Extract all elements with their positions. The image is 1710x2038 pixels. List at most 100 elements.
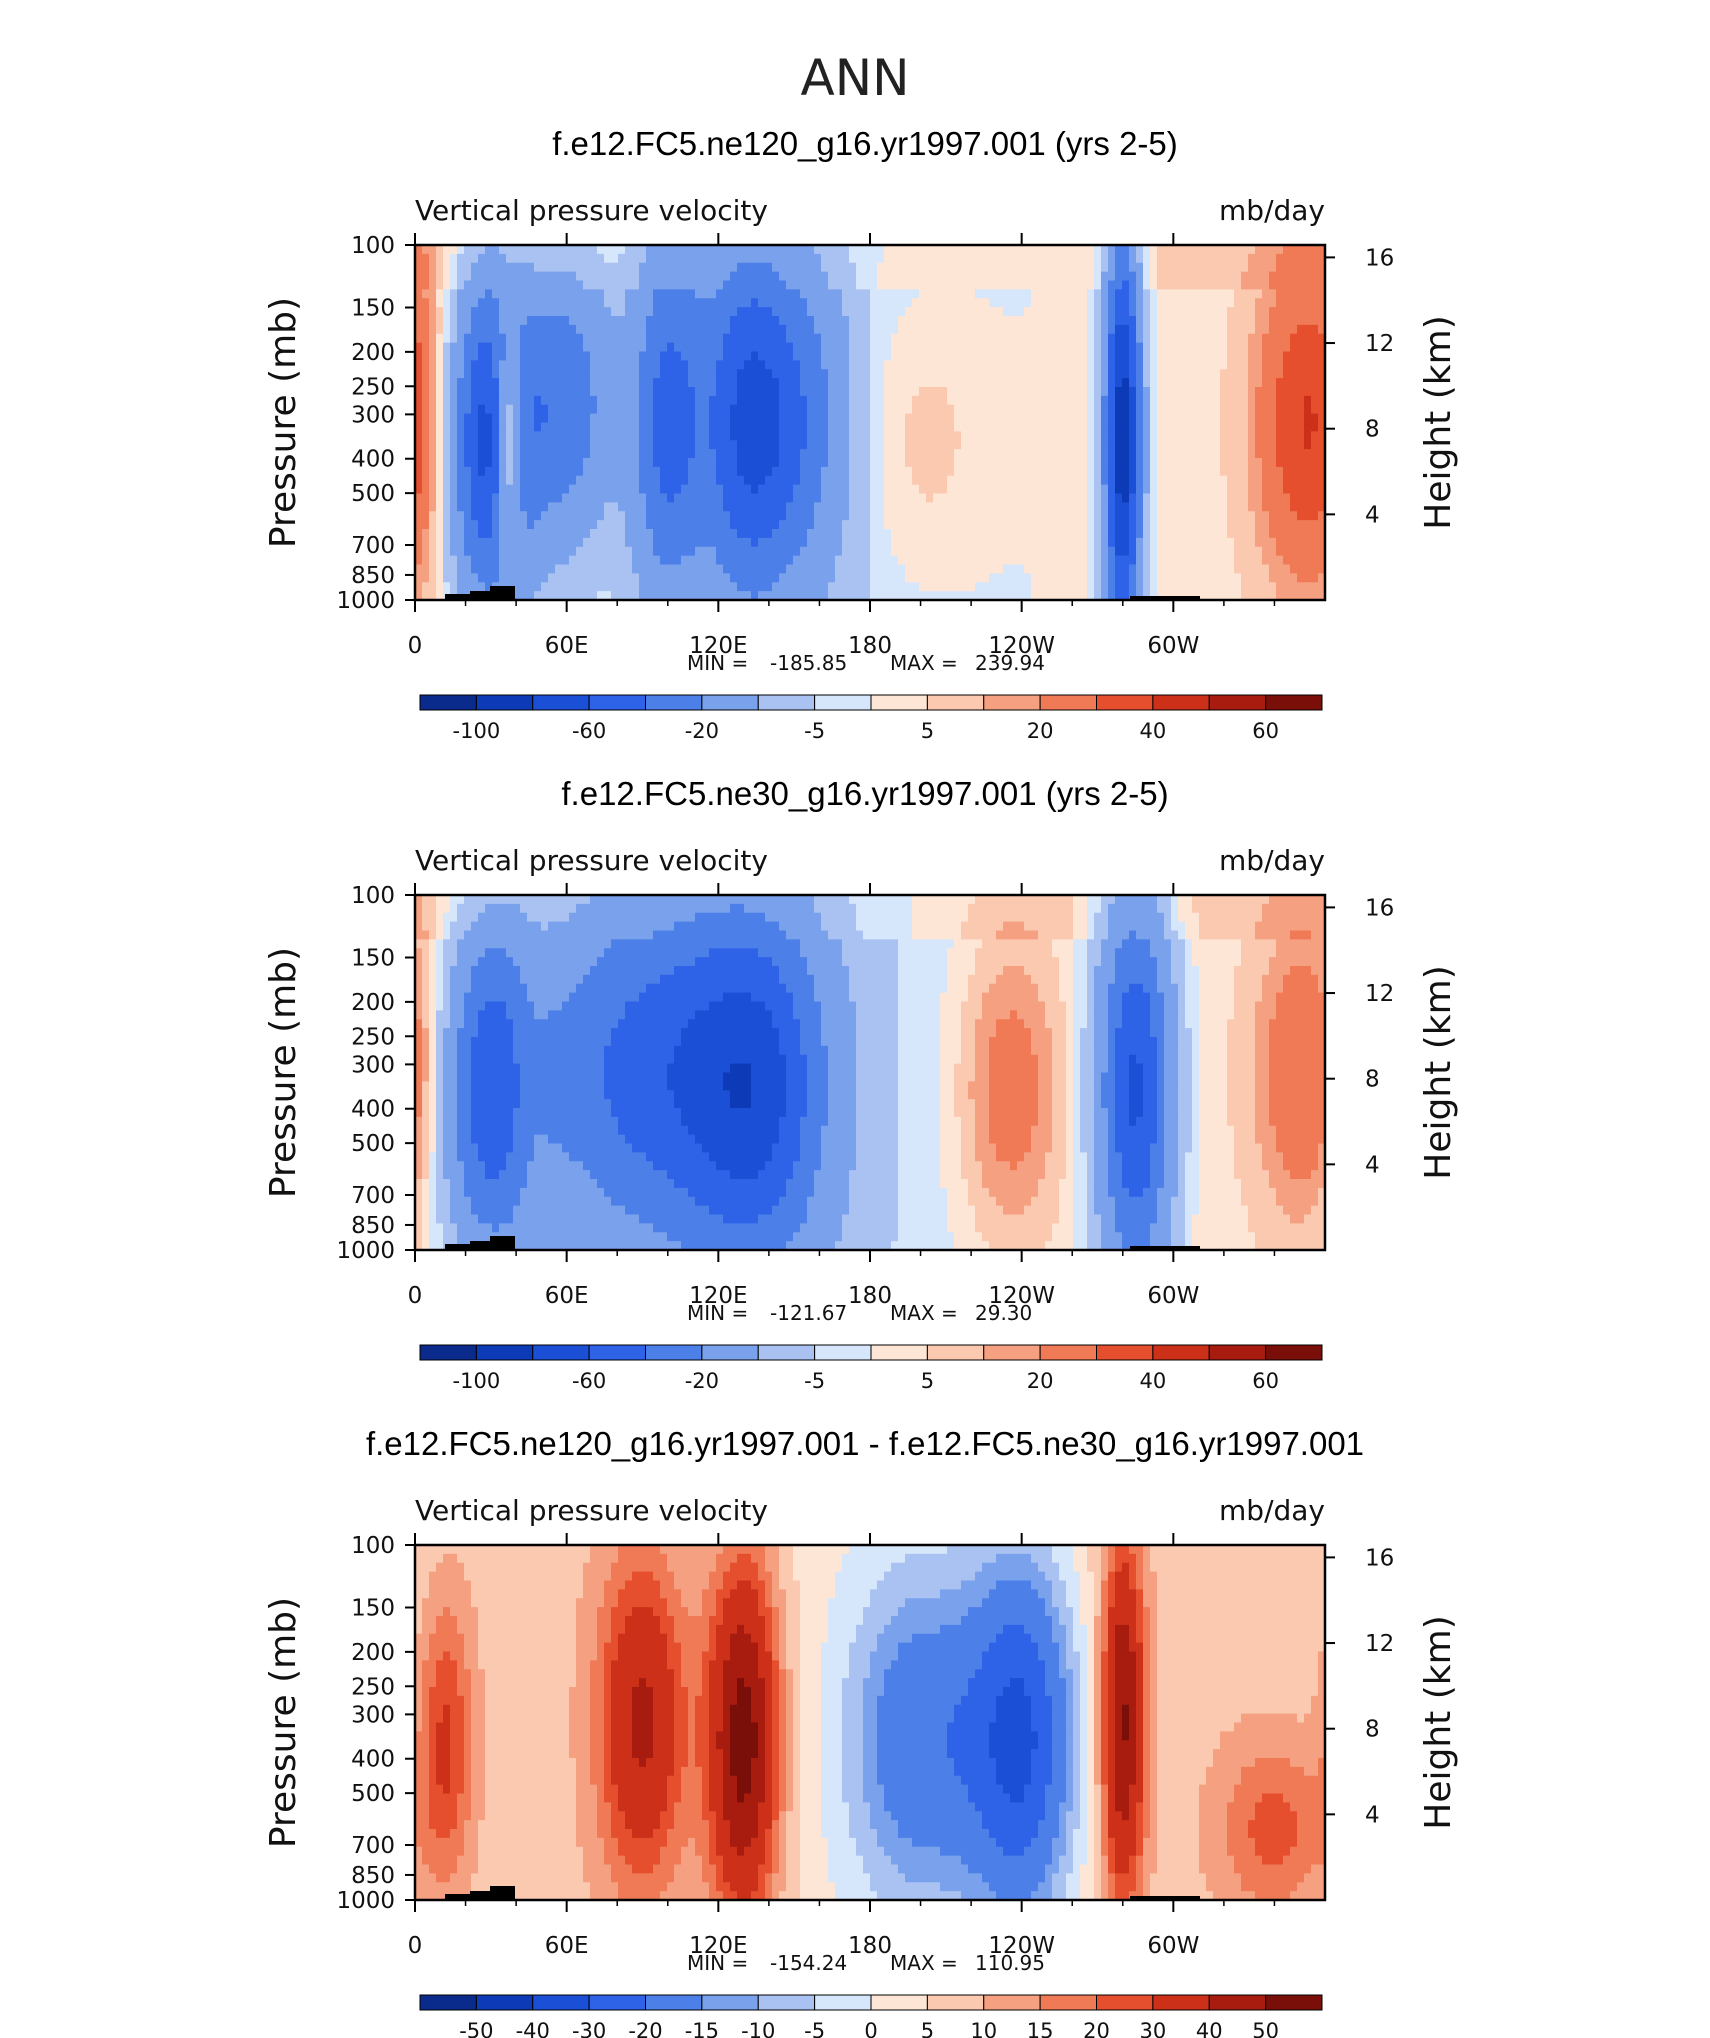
heatmap-cell bbox=[422, 591, 430, 601]
heatmap-cell bbox=[548, 591, 556, 601]
heatmap-cell bbox=[478, 280, 486, 290]
heatmap-cell bbox=[828, 520, 836, 530]
heatmap-cell bbox=[1136, 280, 1144, 290]
heatmap-cell bbox=[653, 262, 661, 273]
heatmap-cell bbox=[737, 369, 745, 379]
heatmap-cell bbox=[814, 502, 822, 512]
heatmap-cell bbox=[905, 466, 913, 477]
heatmap-cell bbox=[723, 440, 731, 450]
heatmap-cell bbox=[632, 280, 640, 290]
heatmap-cell bbox=[954, 537, 962, 548]
heatmap-cell bbox=[919, 333, 927, 344]
heatmap-cell bbox=[674, 280, 682, 290]
heatmap-cell bbox=[1066, 298, 1074, 308]
heatmap-cell bbox=[919, 351, 927, 361]
heatmap-cell bbox=[681, 404, 689, 415]
heatmap-cell bbox=[961, 591, 969, 601]
heatmap-cell bbox=[1199, 271, 1207, 282]
heatmap-cell bbox=[1087, 466, 1095, 477]
heatmap-cell bbox=[1234, 440, 1242, 450]
heatmap-cell bbox=[604, 564, 612, 574]
heatmap-cell bbox=[590, 564, 598, 574]
heatmap-cell bbox=[590, 466, 598, 477]
heatmap-cell bbox=[989, 245, 997, 255]
heatmap-cell bbox=[765, 316, 773, 326]
heatmap-cell bbox=[800, 582, 808, 592]
heatmap-cell bbox=[534, 253, 542, 264]
heatmap-cell bbox=[884, 431, 892, 441]
heatmap-cell bbox=[870, 502, 878, 512]
heatmap-cell bbox=[646, 582, 654, 592]
heatmap-cell bbox=[520, 440, 528, 450]
heatmap-cell bbox=[1003, 262, 1011, 273]
heatmap-cell bbox=[1199, 280, 1207, 290]
heatmap-cell bbox=[1171, 262, 1179, 273]
heatmap-cell bbox=[884, 342, 892, 353]
heatmap-cell bbox=[1255, 449, 1263, 459]
heatmap-cell bbox=[793, 253, 801, 264]
heatmap-cell bbox=[632, 378, 640, 388]
heatmap-cell bbox=[1241, 440, 1249, 450]
heatmap-cell bbox=[1269, 413, 1277, 424]
heatmap-cell bbox=[842, 529, 850, 539]
heatmap-cell bbox=[583, 582, 591, 592]
heatmap-cell bbox=[1269, 502, 1277, 512]
heatmap-cell bbox=[1220, 440, 1228, 450]
heatmap-cell bbox=[821, 280, 829, 290]
heatmap-cell bbox=[492, 360, 500, 370]
heatmap-cell bbox=[1150, 546, 1158, 557]
heatmap-cell bbox=[618, 245, 626, 255]
heatmap-cell bbox=[506, 422, 514, 432]
heatmap-cell bbox=[1234, 511, 1242, 521]
heatmap-cell bbox=[527, 431, 535, 441]
heatmap-cell bbox=[1171, 520, 1179, 530]
heatmap-cell bbox=[975, 422, 983, 432]
heatmap-cell bbox=[541, 475, 549, 486]
heatmap-cell bbox=[478, 582, 486, 592]
heatmap-cell bbox=[1255, 351, 1263, 361]
heatmap-cell bbox=[779, 351, 787, 361]
heatmap-cell bbox=[674, 591, 682, 601]
heatmap-cell bbox=[884, 280, 892, 290]
heatmap-cell bbox=[548, 413, 556, 424]
heatmap-cell bbox=[429, 458, 437, 468]
heatmap-cell bbox=[1031, 493, 1039, 503]
heatmap-cell bbox=[905, 449, 913, 459]
heatmap-cell bbox=[947, 493, 955, 503]
heatmap-cell bbox=[1164, 431, 1172, 441]
heatmap-cell bbox=[1094, 493, 1102, 503]
heatmap-cell bbox=[436, 298, 444, 308]
heatmap-cell bbox=[828, 564, 836, 574]
heatmap-cell bbox=[492, 475, 500, 486]
heatmap-cell bbox=[793, 245, 801, 255]
heatmap-cell bbox=[1213, 395, 1221, 406]
heatmap-cell bbox=[877, 289, 885, 299]
heatmap-cell bbox=[422, 511, 430, 521]
heatmap-cell bbox=[415, 546, 423, 557]
heatmap-cell bbox=[849, 351, 857, 361]
heatmap-cell bbox=[702, 271, 710, 282]
heatmap-cell bbox=[961, 484, 969, 495]
heatmap-cell bbox=[765, 431, 773, 441]
heatmap-cell bbox=[1066, 493, 1074, 503]
heatmap-cell bbox=[464, 369, 472, 379]
heatmap-cell bbox=[940, 262, 948, 273]
heatmap-cell bbox=[891, 458, 899, 468]
heatmap-cell bbox=[1227, 537, 1235, 548]
heatmap-cell bbox=[849, 440, 857, 450]
heatmap-cell bbox=[464, 582, 472, 592]
heatmap-cell bbox=[1206, 546, 1214, 557]
heatmap-cell bbox=[730, 298, 738, 308]
heatmap-cell bbox=[499, 298, 507, 308]
heatmap-cell bbox=[1101, 529, 1109, 539]
heatmap-cell bbox=[422, 378, 430, 388]
heatmap-cell bbox=[429, 395, 437, 406]
heatmap-cell bbox=[688, 555, 696, 566]
heatmap-cell bbox=[1262, 387, 1270, 397]
heatmap-cell bbox=[947, 555, 955, 566]
heatmap-cell bbox=[1003, 440, 1011, 450]
heatmap-cell bbox=[975, 245, 983, 255]
heatmap-cell bbox=[625, 466, 633, 477]
heatmap-cell bbox=[1171, 351, 1179, 361]
heatmap-cell bbox=[905, 307, 913, 317]
